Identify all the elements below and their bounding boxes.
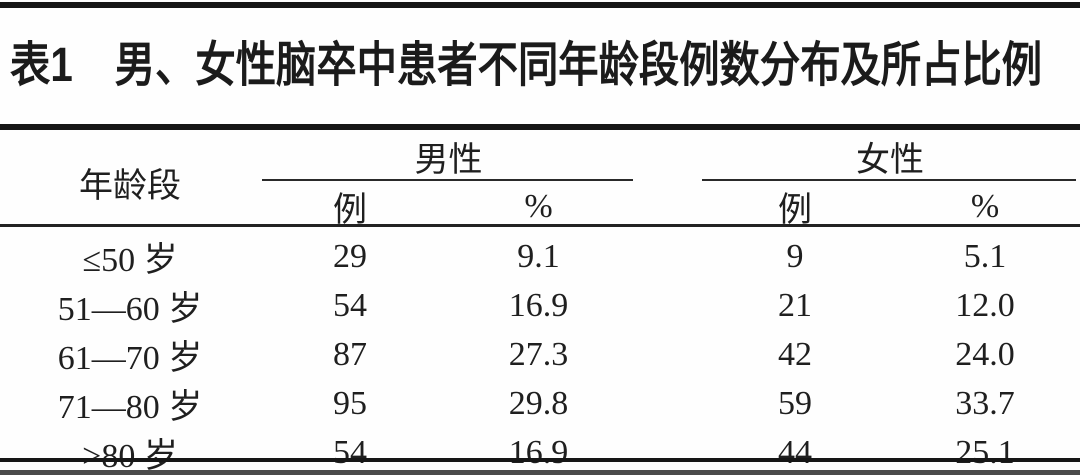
table-title: 表1 男、女性脑卒中患者不同年龄段例数分布及所占比例 — [10, 38, 1042, 94]
age-group-cell: 61—70 岁 — [57, 340, 203, 377]
column-header-female-cases: 例 — [778, 192, 812, 229]
female-cases-cell: 42 — [778, 335, 812, 373]
column-spacer — [637, 132, 700, 232]
table-number: 表1 — [10, 39, 73, 92]
spacer-cell — [637, 428, 700, 475]
table-row: 51—60 岁 54 16.9 21 12.0 — [0, 281, 1080, 330]
column-header-male-percent: % — [524, 187, 553, 225]
spacer-cell — [637, 330, 700, 379]
bottom-gray-bar — [0, 470, 1080, 475]
female-cases-cell: 44 — [778, 433, 812, 471]
spacer-cell — [637, 281, 700, 330]
male-cases-cell: 29 — [333, 237, 367, 275]
table-row: >80 岁 54 16.9 44 25.1 — [0, 428, 1080, 475]
female-percent-cell: 5.1 — [963, 237, 1007, 275]
table-row: 61—70 岁 87 27.3 42 24.0 — [0, 330, 1080, 379]
data-table: 年龄段 男性 女性 例 % 例 % ≤50 岁 29 9.1 9 5.1 — [0, 132, 1080, 475]
male-percent-cell: 9.1 — [517, 237, 560, 275]
female-percent-cell: 12.0 — [955, 286, 1015, 324]
male-percent-cell: 16.9 — [508, 286, 569, 324]
table-row: 71—80 岁 95 29.8 59 33.7 — [0, 379, 1080, 428]
top-rule — [0, 2, 1080, 8]
table-row: ≤50 岁 29 9.1 9 5.1 — [0, 232, 1080, 281]
female-percent-cell: 25.1 — [955, 433, 1015, 471]
male-percent-cell: 27.3 — [508, 335, 569, 373]
table-caption: 男、女性脑卒中患者不同年龄段例数分布及所占比例 — [114, 39, 1043, 92]
male-cases-cell: 95 — [333, 384, 367, 422]
table-bottom-rule — [0, 458, 1080, 462]
column-header-male-cases: 例 — [333, 192, 367, 229]
spacer-cell — [637, 379, 700, 428]
female-cases-cell: 59 — [778, 384, 812, 422]
female-cases-cell: 9 — [786, 237, 804, 275]
age-group-cell: ≤50 岁 — [82, 242, 178, 279]
column-header-female-percent: % — [970, 187, 1000, 225]
male-cases-cell: 54 — [333, 433, 367, 471]
header-bottom-rule — [0, 224, 1080, 227]
male-percent-cell: 16.9 — [508, 433, 569, 471]
table-top-rule — [0, 124, 1080, 130]
female-percent-cell: 33.7 — [955, 384, 1015, 422]
male-percent-cell: 29.8 — [508, 384, 569, 422]
female-cases-cell: 21 — [778, 286, 812, 324]
female-percent-cell: 24.0 — [955, 335, 1015, 373]
male-cases-cell: 54 — [333, 286, 367, 324]
age-group-cell: 51—60 岁 — [57, 291, 203, 328]
age-group-cell: >80 岁 — [82, 438, 178, 475]
age-group-cell: 71—80 岁 — [57, 389, 203, 426]
spacer-cell — [637, 232, 700, 281]
column-group-female: 女性 — [700, 132, 1080, 181]
male-cases-cell: 87 — [333, 335, 367, 373]
column-header-age-group: 年龄段 — [79, 167, 181, 205]
column-group-male: 男性 — [260, 132, 637, 181]
